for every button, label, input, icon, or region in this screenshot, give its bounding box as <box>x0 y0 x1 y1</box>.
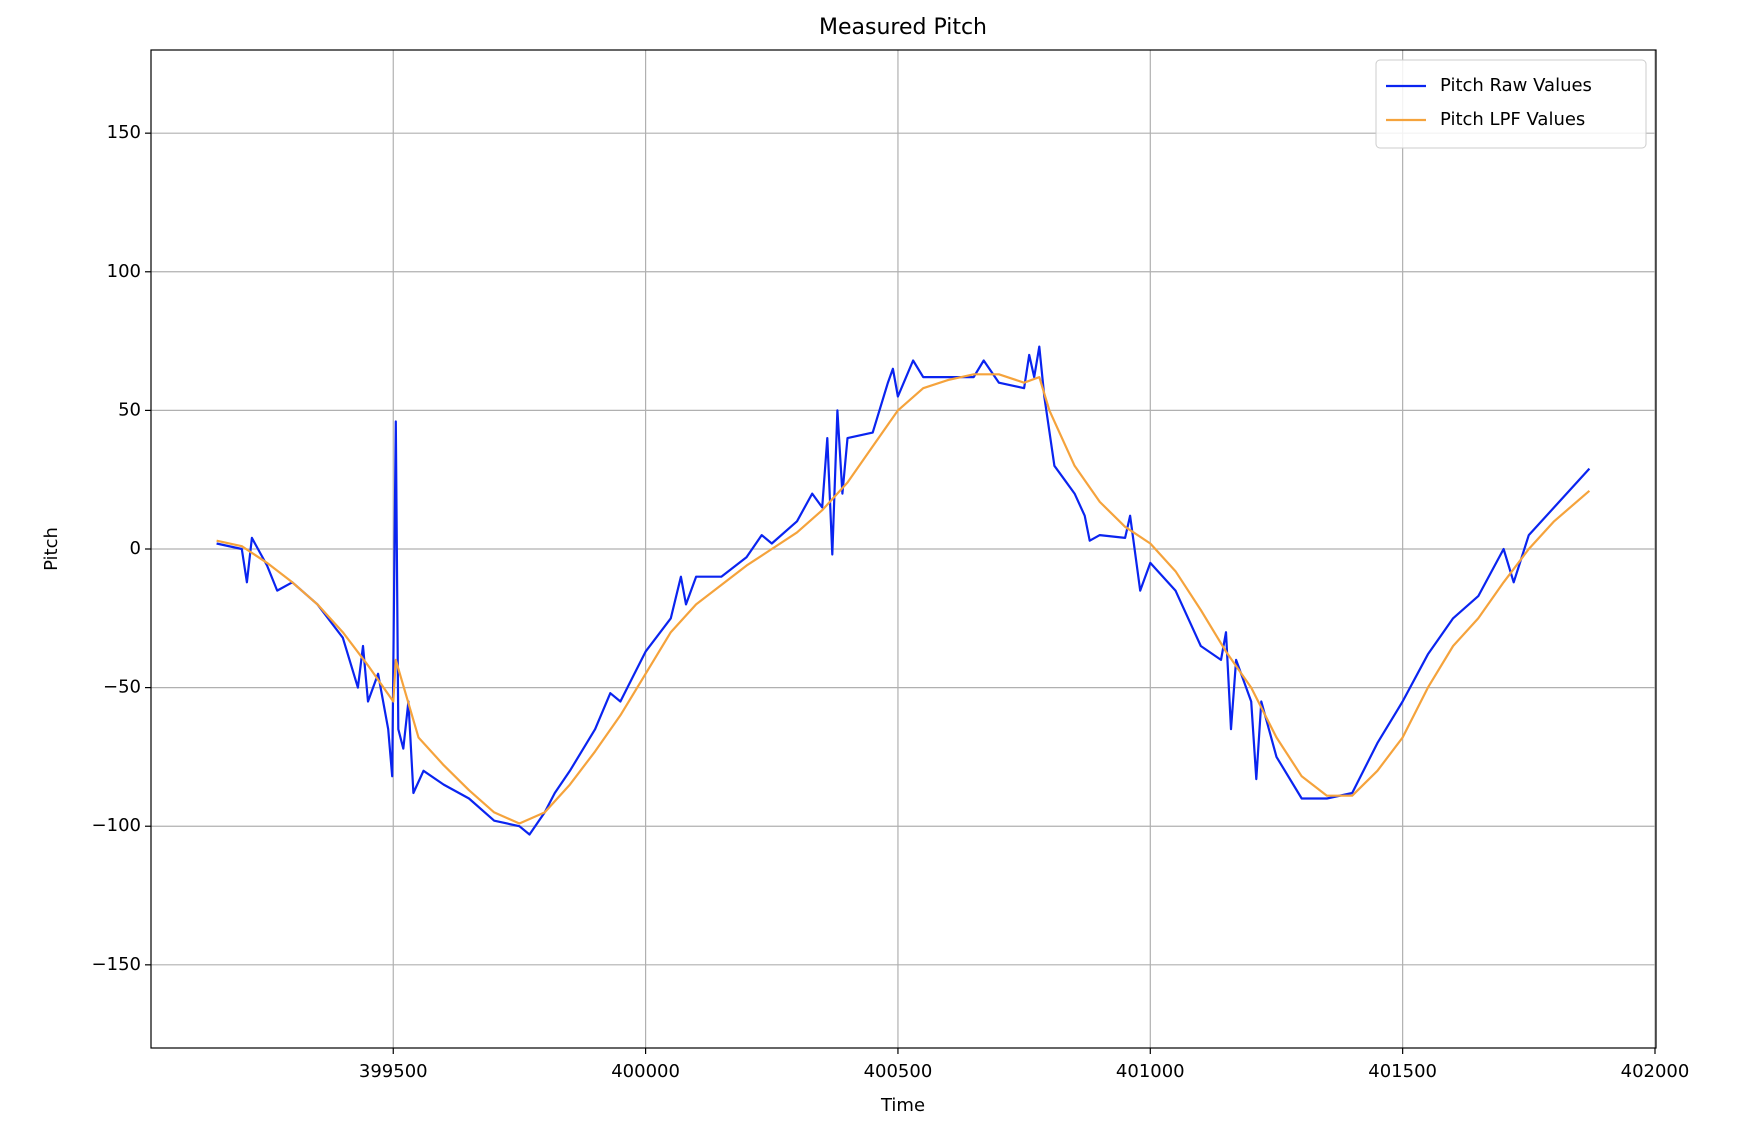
y-tick-label: 50 <box>118 399 141 420</box>
x-axis-label: Time <box>880 1095 925 1116</box>
y-axis-label: Pitch <box>41 527 62 571</box>
legend-label: Pitch Raw Values <box>1440 75 1592 96</box>
x-tick-label: 399500 <box>359 1061 428 1082</box>
chart-title: Measured Pitch <box>819 15 987 40</box>
line-series <box>216 345 1591 836</box>
y-tick-label: 150 <box>107 122 141 143</box>
x-tick-label: 401500 <box>1368 1061 1437 1082</box>
y-tick-label: 0 <box>130 538 141 559</box>
y-tick-label: −50 <box>103 677 141 698</box>
plot-frame <box>150 49 1657 1049</box>
x-tick-label: 401000 <box>1116 1061 1185 1082</box>
y-tick-label: −150 <box>92 954 141 975</box>
x-tick-label: 400500 <box>864 1061 933 1082</box>
x-tick-label: 400000 <box>611 1061 680 1082</box>
legend-label: Pitch LPF Values <box>1440 109 1585 130</box>
y-tick-label: 100 <box>107 261 141 282</box>
line-series <box>216 373 1591 825</box>
legend-box <box>1375 59 1647 149</box>
x-tick-label: 402000 <box>1621 1061 1690 1082</box>
y-tick-label: −100 <box>92 815 141 836</box>
